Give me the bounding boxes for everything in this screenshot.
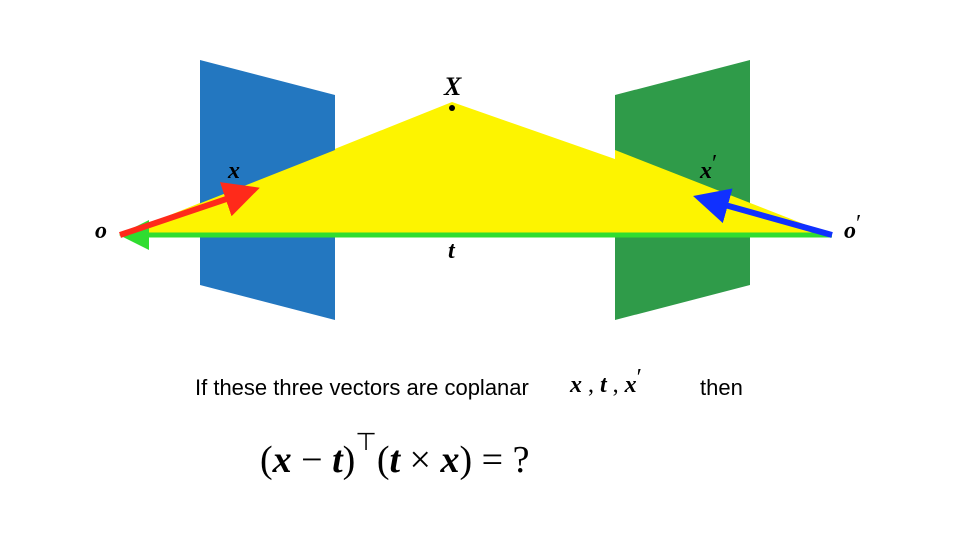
eq-close1: ) bbox=[343, 439, 356, 481]
diagram-stage: X x x′ o o′ t If these three vectors are… bbox=[0, 0, 960, 540]
label-o: o bbox=[95, 218, 107, 245]
eq-times: × bbox=[400, 439, 440, 481]
eq-t2: t bbox=[389, 439, 400, 481]
eq-open1: ( bbox=[260, 439, 273, 481]
label-oprime-base: o bbox=[844, 218, 856, 244]
caption-vectors: x , t , x′ bbox=[570, 372, 642, 399]
eq-minus: − bbox=[292, 439, 332, 481]
world-point-dot bbox=[449, 105, 455, 111]
caption-suffix: then bbox=[700, 375, 743, 401]
caption-comma2: , bbox=[607, 372, 625, 398]
label-oprime: o′ bbox=[844, 218, 861, 245]
caption-vec-t: t bbox=[600, 372, 607, 398]
eq-t: t bbox=[332, 439, 343, 481]
caption-vec-xprime-prime: ′ bbox=[637, 365, 642, 391]
label-t: t bbox=[448, 238, 455, 265]
eq-eq: = bbox=[472, 439, 512, 481]
eq-close2: ) bbox=[459, 439, 472, 481]
label-xprime: x′ bbox=[700, 158, 717, 185]
eq-x: x bbox=[273, 439, 292, 481]
eq-q: ? bbox=[513, 439, 530, 481]
label-oprime-prime: ′ bbox=[856, 211, 861, 237]
equation: (x − t)⊤(t × x) = ? bbox=[260, 438, 529, 482]
eq-transpose: ⊤ bbox=[355, 429, 377, 456]
label-xprime-prime: ′ bbox=[712, 151, 717, 177]
label-x: x bbox=[228, 158, 240, 185]
label-X: X bbox=[444, 72, 461, 102]
caption-vec-x: x bbox=[570, 372, 582, 398]
caption-vec-xprime-base: x bbox=[625, 372, 637, 398]
label-xprime-base: x bbox=[700, 158, 712, 184]
eq-x2: x bbox=[440, 439, 459, 481]
caption-comma1: , bbox=[582, 372, 600, 398]
caption-prefix: If these three vectors are coplanar bbox=[195, 375, 529, 401]
eq-open2: ( bbox=[377, 439, 390, 481]
